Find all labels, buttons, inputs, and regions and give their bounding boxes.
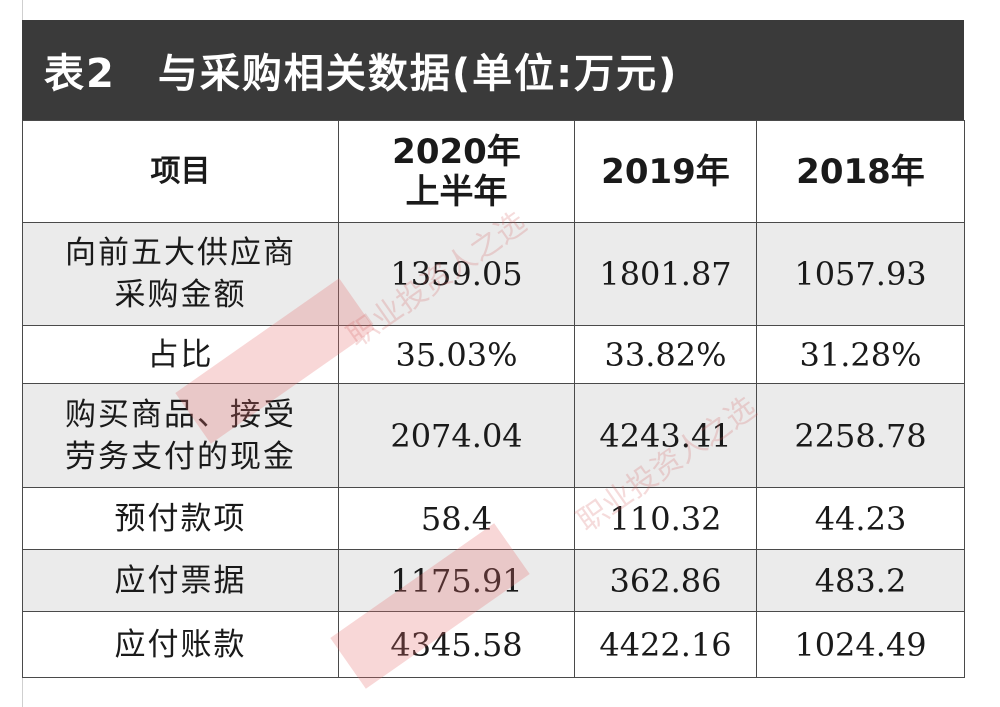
purchase-data-table: 项目 2020年 上半年 2019年 2018年 向前五大供应商 采购金额 13… (22, 120, 965, 678)
cell-2019: 1801.87 (574, 222, 757, 326)
row-label-line2: 劳务支付的现金 (65, 438, 296, 475)
header-2020h1-period: 上半年 (405, 171, 508, 212)
cell-2020h1: 35.03% (338, 325, 575, 384)
table-row: 应付账款 4345.58 4422.16 1024.49 (22, 611, 965, 678)
header-2020h1-year: 2020年 (392, 131, 521, 172)
header-2018: 2018年 (756, 120, 965, 223)
table-row: 预付款项 58.4 110.32 44.23 (22, 487, 965, 550)
row-label-line1: 购买商品、接受 (65, 396, 296, 433)
cell-2019: 4243.41 (574, 383, 757, 488)
cell-2019: 4422.16 (574, 611, 757, 678)
table-title: 表2 与采购相关数据(单位:万元) (22, 20, 964, 120)
row-label-line2: 采购金额 (114, 277, 247, 313)
cell-2019: 362.86 (574, 549, 757, 612)
cell-2020h1: 58.4 (338, 487, 575, 550)
table-row: 向前五大供应商 采购金额 1359.05 1801.87 1057.93 (22, 222, 965, 326)
cell-2018: 483.2 (756, 549, 965, 612)
cell-2018: 1057.93 (756, 222, 965, 326)
cell-2019: 33.82% (574, 325, 757, 384)
cell-2018: 44.23 (756, 487, 965, 550)
row-label: 购买商品、接受 劳务支付的现金 (22, 383, 339, 488)
row-label-line1: 向前五大供应商 (65, 235, 296, 271)
row-label: 占比 (22, 325, 339, 384)
table-row: 购买商品、接受 劳务支付的现金 2074.04 4243.41 2258.78 (22, 383, 965, 488)
header-2020h1: 2020年 上半年 (338, 120, 575, 223)
row-label: 应付账款 (22, 611, 339, 678)
cell-2018: 1024.49 (756, 611, 965, 678)
cell-2020h1: 4345.58 (338, 611, 575, 678)
cell-2020h1: 1175.91 (338, 549, 575, 612)
cell-2018: 2258.78 (756, 383, 965, 488)
cell-2018: 31.28% (756, 325, 965, 384)
row-label: 应付票据 (22, 549, 339, 612)
header-row: 项目 2020年 上半年 2019年 2018年 (22, 120, 965, 223)
table-row: 应付票据 1175.91 362.86 483.2 (22, 549, 965, 612)
cell-2019: 110.32 (574, 487, 757, 550)
header-item: 项目 (22, 120, 339, 223)
row-label: 预付款项 (22, 487, 339, 550)
table-row: 占比 35.03% 33.82% 31.28% (22, 325, 965, 384)
header-2019: 2019年 (574, 120, 757, 223)
cell-2020h1: 2074.04 (338, 383, 575, 488)
row-label: 向前五大供应商 采购金额 (22, 222, 339, 326)
cell-2020h1: 1359.05 (338, 222, 575, 326)
